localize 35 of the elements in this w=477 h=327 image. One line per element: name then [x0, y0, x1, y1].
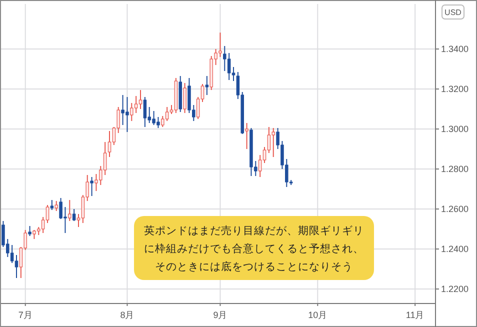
candlestick: [245, 122, 248, 150]
candlestick: [223, 46, 226, 72]
annotation: 英ポンドはまだ売り目線だが、期限ギリギリに枠組みだけでも合意してくると予想され、そのときには底をつけることになりそう: [144, 224, 364, 273]
candlestick: [165, 106, 169, 122]
candlestick: [90, 176, 94, 196]
candlestick: [108, 130, 112, 158]
candlestick: [227, 52, 231, 80]
candlestick: [68, 200, 72, 222]
candlestick: [161, 116, 164, 128]
candlestick: [54, 200, 58, 212]
candlestick: [130, 102, 134, 122]
y-tick-label: 1.2400: [441, 244, 469, 254]
x-tick-label: 11月: [406, 310, 424, 320]
candlestick: [14, 254, 18, 278]
y-tick-label: 1.2800: [441, 164, 469, 174]
candlestick: [143, 96, 147, 128]
y-tick-label: 1.2200: [441, 284, 469, 294]
candlestick: [28, 226, 32, 236]
candlestick: [10, 244, 14, 264]
x-tick-label: 9月: [213, 310, 228, 320]
candlestick: [138, 90, 142, 110]
y-tick-label: 1.3000: [441, 124, 469, 134]
y-axis-title: USD: [444, 8, 462, 17]
candlestick: [134, 96, 138, 114]
candlestick: [183, 82, 186, 114]
candlestick: [72, 208, 76, 222]
candlestick: [50, 200, 54, 210]
x-tick-label: 8月: [120, 310, 134, 320]
candlestick: [205, 76, 209, 96]
x-tick-label: 10月: [308, 310, 328, 320]
x-tick-label: 7月: [18, 310, 32, 320]
y-tick-label: 1.2600: [441, 204, 469, 214]
candlestick: [272, 128, 275, 158]
y-tick-label: 1.3200: [441, 84, 469, 94]
y-tick-label: 1.3400: [441, 44, 469, 54]
